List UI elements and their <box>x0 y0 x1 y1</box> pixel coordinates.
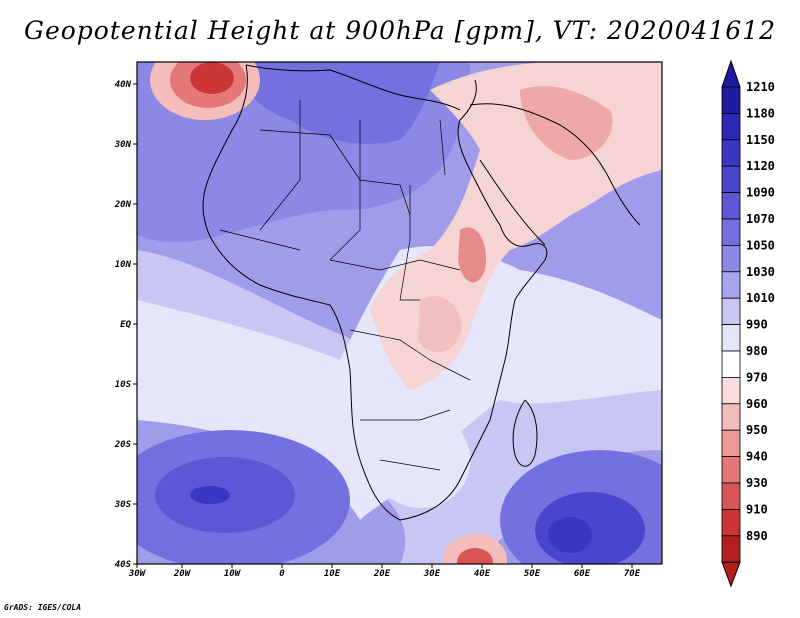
coastlines <box>202 64 641 521</box>
lake-victoria-low <box>418 296 462 353</box>
colorbar-swatch <box>721 508 741 537</box>
colorbar-swatch <box>721 218 741 246</box>
lon-label: 30E <box>423 569 441 579</box>
lat-label: 10N <box>115 260 132 270</box>
colorbar-swatch <box>721 350 741 378</box>
colorbar-top-arrow <box>721 59 741 88</box>
longitude-axis: 30W 20W 10W 0 10E 20E 30E 40E 50E 60E 70E <box>128 564 641 579</box>
colorbar-swatch <box>721 271 741 299</box>
colorbar-swatch <box>721 429 741 458</box>
south-low-core <box>457 548 493 564</box>
colorbar-swatch <box>721 535 741 563</box>
grads-credit: GrADS: IGES/COLA <box>4 603 82 612</box>
mediterranean-high <box>240 62 440 144</box>
country-borders <box>219 100 471 471</box>
lon-label: 20E <box>373 569 391 579</box>
lon-label: 70E <box>624 569 641 579</box>
colorbar-label: 1090 <box>746 186 775 200</box>
colorbar-swatch <box>721 403 741 431</box>
colorbar-label: 1150 <box>746 133 775 147</box>
colorbar-label: 940 <box>746 450 768 464</box>
colorbar-swatch <box>721 297 741 326</box>
indian-ocean-high-core <box>548 517 592 553</box>
colorbar-swatch <box>721 482 741 510</box>
colorbar: 1210 1180 1150 1120 1090 1070 1050 1030 1010 990 9… <box>721 59 775 588</box>
colorbar-label: 990 <box>746 318 768 332</box>
lat-label: 20N <box>114 200 132 210</box>
colorbar-swatch <box>721 139 741 167</box>
colorbar-swatch <box>721 165 741 193</box>
colorbar-label: 980 <box>746 344 768 358</box>
colorbar-label: 1210 <box>746 80 775 94</box>
colorbar-swatch <box>721 244 741 273</box>
colorbar-swatch <box>721 113 741 141</box>
colorbar-label: 910 <box>746 502 768 516</box>
lon-label: 40E <box>474 569 491 579</box>
colorbar-swatch <box>721 86 741 114</box>
map-title: Geopotential Height at 900hPa [gpm], VT:… <box>23 16 777 45</box>
colorbar-label: 1030 <box>746 265 775 279</box>
colorbar-label: 950 <box>746 423 768 437</box>
lon-label: 20W <box>173 569 192 579</box>
lat-label: 20S <box>114 440 132 450</box>
colorbar-bottom-arrow <box>721 561 741 588</box>
lat-label: 40S <box>115 560 132 570</box>
colorbar-label: 970 <box>746 370 768 384</box>
colorbar-swatch <box>721 324 741 352</box>
map-frame <box>136 61 663 565</box>
lon-label: 10E <box>324 569 341 579</box>
ethiopia-low <box>458 227 486 283</box>
lat-label: EQ <box>120 320 131 330</box>
lat-label: 10S <box>115 380 132 390</box>
colorbar-swatch <box>721 376 741 405</box>
lon-label: 10W <box>224 569 242 579</box>
lon-label: 30W <box>128 569 147 579</box>
iran-low <box>520 86 613 160</box>
colorbar-label: 1180 <box>746 106 775 120</box>
near-neutral-band <box>137 246 662 520</box>
lat-label: 30N <box>114 140 132 150</box>
nw-low-core <box>190 62 234 94</box>
colorbar-label: 1070 <box>746 212 775 226</box>
lon-label: 0 <box>279 569 285 579</box>
colorbar-label: 890 <box>746 529 768 543</box>
lon-label: 50E <box>524 569 541 579</box>
colorbar-label: 1010 <box>746 291 775 305</box>
lat-label: 40N <box>115 80 132 90</box>
lon-label: 60E <box>574 569 591 579</box>
colorbar-swatch <box>721 456 741 484</box>
latitude-axis: 40N 30N 20N 10N EQ 10S 20S 30S 40S <box>114 80 137 570</box>
colorbar-label: 960 <box>746 397 768 411</box>
colorbar-label: 930 <box>746 476 768 490</box>
southern-africa-field <box>340 409 471 509</box>
lat-label: 30S <box>114 500 132 510</box>
height-field <box>137 62 662 564</box>
colorbar-label: 1050 <box>746 238 775 252</box>
colorbar-swatch <box>721 192 741 220</box>
colorbar-label: 1120 <box>746 159 775 173</box>
south-atlantic-high-core <box>190 486 230 504</box>
